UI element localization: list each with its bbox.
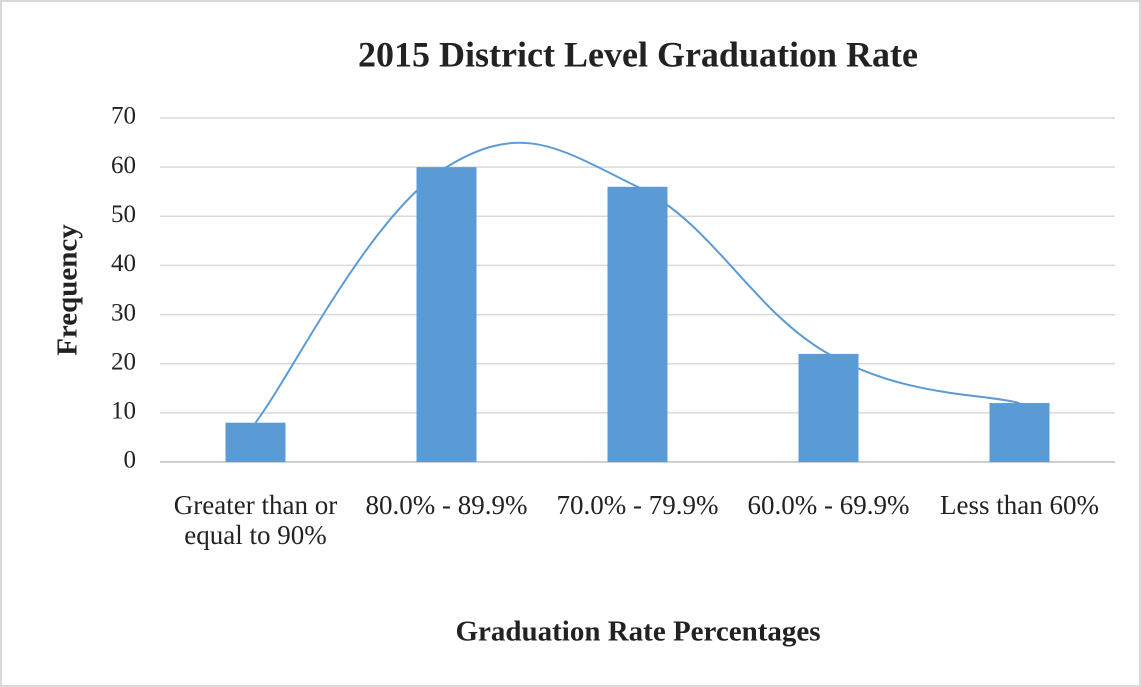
x-tick-label: 60.0% - 69.9% <box>747 490 910 520</box>
y-axis-title: Frequency <box>52 224 84 356</box>
bar <box>416 167 477 462</box>
y-tick-label: 50 <box>111 201 136 228</box>
x-axis-title: Graduation Rate Percentages <box>455 616 820 648</box>
chart-title: 2015 District Level Graduation Rate <box>358 34 918 74</box>
y-tick-label: 70 <box>111 103 136 130</box>
bar <box>607 186 668 463</box>
x-tick-label: Less than 60% <box>940 490 1099 520</box>
y-tick-label: 60 <box>111 152 136 179</box>
y-tick-label: 20 <box>111 348 136 375</box>
y-tick-label: 10 <box>111 398 136 425</box>
y-tick-label: 0 <box>124 447 137 474</box>
bar <box>798 353 859 462</box>
x-tick-label: 70.0% - 79.9% <box>556 490 719 520</box>
bar <box>989 403 1050 462</box>
smooth-line <box>254 141 1020 424</box>
y-tick-label: 40 <box>111 250 136 277</box>
x-tick-label: Greater than or equal to 90% <box>173 490 338 550</box>
x-tick-label: 80.0% - 89.9% <box>365 490 528 520</box>
y-tick-label: 30 <box>111 299 136 326</box>
bar <box>225 422 286 462</box>
